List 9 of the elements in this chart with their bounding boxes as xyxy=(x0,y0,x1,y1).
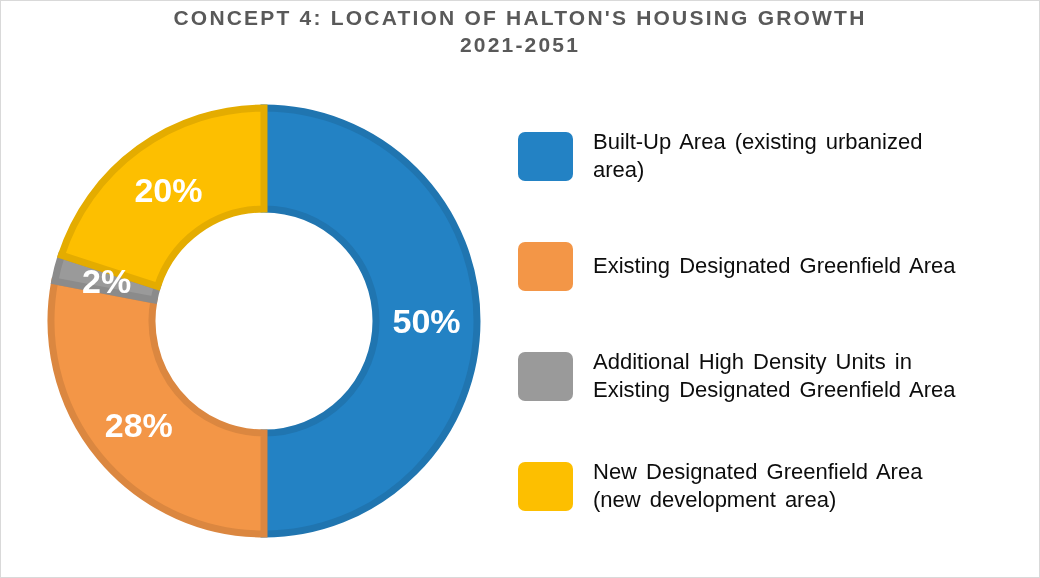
data-label: 2% xyxy=(82,261,132,300)
data-label: 20% xyxy=(134,170,203,209)
data-label: 50% xyxy=(392,302,461,340)
data-label: 28% xyxy=(104,405,173,444)
chart-title: CONCEPT 4: LOCATION OF HALTON'S HOUSING GROWTH 2021-2051 xyxy=(172,5,868,58)
legend-label: Existing Designated Greenfield Area xyxy=(593,252,957,280)
legend-label: New Designated Greenfield Area (new development area) xyxy=(593,458,924,514)
legend-label: Additional High Density Units in Existing Designated Greenfield Area xyxy=(593,348,957,404)
legend-label: Built-Up Area (existing urbanized area) xyxy=(593,128,924,184)
